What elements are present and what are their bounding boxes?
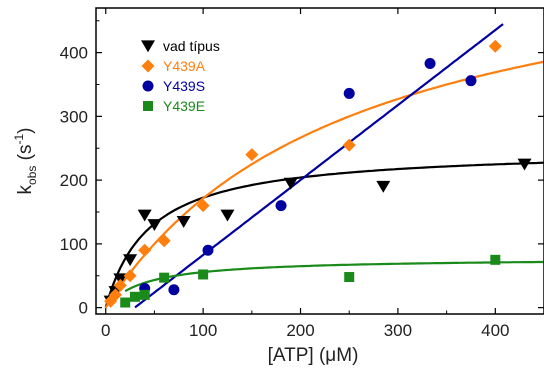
legend-marker [141,40,155,53]
data-point [123,254,138,267]
y-tick-label: 100 [60,235,88,254]
data-point [220,209,235,222]
y-axis-title: kobs (s-1) [12,128,39,195]
legend-label: Y439S [163,78,205,94]
data-point [113,278,127,292]
x-tick-label: 200 [286,321,314,340]
data-point [488,39,502,53]
data-point [517,158,532,171]
fit-curve [104,161,544,308]
legend-label: vad típus [163,38,220,54]
legend-marker [143,101,153,111]
fit-curve [134,23,504,309]
data-point [490,254,501,265]
data-point [283,177,298,190]
data-point [342,138,356,152]
y-tick-label: 400 [60,44,88,63]
axis-ticks: 0 100 200 300 400 0 100 200 300 400 [60,8,544,340]
data-point [424,57,436,69]
x-axis-title: [ATP] (μM) [268,345,359,366]
data-point [465,75,477,87]
data-point [198,269,209,280]
data-point [129,291,140,302]
data-point [343,87,355,99]
plot-frame [95,7,544,315]
fit-curve [124,260,544,293]
x-tick-label: 300 [384,321,412,340]
legend: vad típus Y439A Y439S Y439E [141,38,220,114]
data-point [159,272,170,283]
data-point [376,180,391,193]
legend-label: Y439A [163,58,206,74]
data-point [202,244,214,256]
y-tick-label: 300 [60,107,88,126]
legend-marker [141,59,155,73]
data-point [176,215,191,228]
data-point [147,219,162,232]
data-point [137,209,152,222]
y-tick-label: 200 [60,171,88,190]
data-point [344,272,355,283]
data-point [123,269,137,283]
legend-marker [142,80,154,92]
x-tick-label: 400 [481,321,509,340]
data-point [245,148,259,162]
data-point [168,284,180,296]
data-point [196,199,210,213]
data-point [120,297,131,308]
data-point [138,243,152,257]
data-point [139,289,150,300]
data-point [108,288,122,302]
data-points [103,39,532,308]
data-point [275,200,287,212]
x-tick-label: 100 [189,321,217,340]
y-tick-label: 0 [79,299,88,318]
data-point [157,234,171,248]
x-tick-label: 0 [101,321,110,340]
legend-label: Y439E [163,98,205,114]
